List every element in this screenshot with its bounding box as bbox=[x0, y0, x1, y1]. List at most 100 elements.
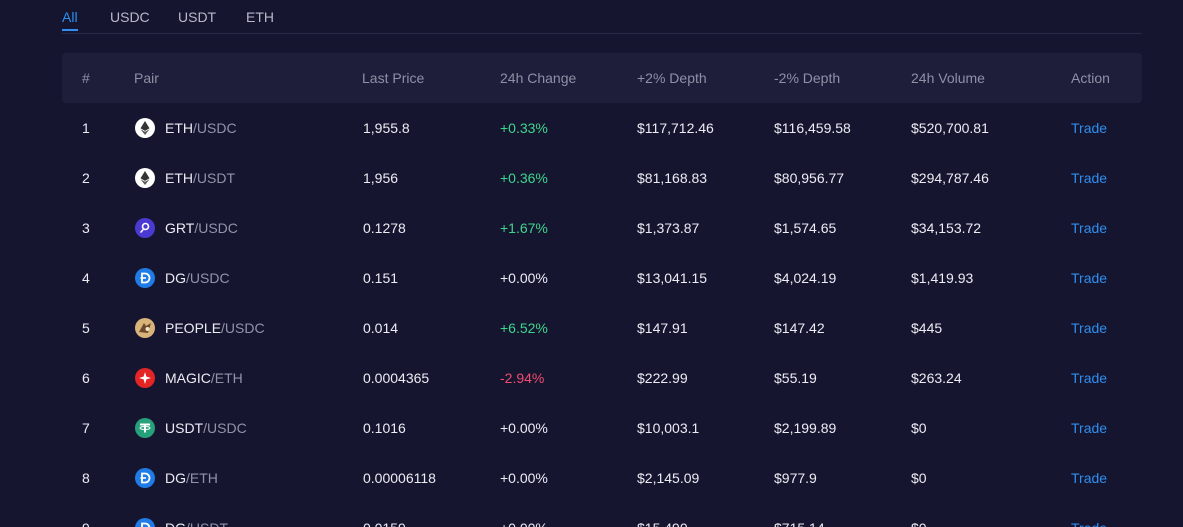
row-plus-2-depth: $15,490 bbox=[637, 503, 688, 527]
table-row: 3 GRT/USDC 0.1278 +1.67% $1,373.87 $1,574.65 $… bbox=[0, 203, 1183, 253]
row-index: 9 bbox=[82, 503, 90, 527]
row-plus-2-depth: $147.91 bbox=[637, 320, 688, 336]
trade-link[interactable]: Trade bbox=[1071, 170, 1108, 186]
row-index: 3 bbox=[82, 220, 90, 236]
row-plus-2-depth: $2,145.09 bbox=[637, 470, 700, 486]
row-index: 2 bbox=[82, 170, 90, 186]
row-pair[interactable]: GRT/USDC bbox=[135, 203, 238, 253]
pair-quote: /USDC bbox=[221, 320, 265, 336]
row-minus-2-depth: $116,459.58 bbox=[774, 120, 851, 136]
row-24h-change: +0.00% bbox=[500, 270, 548, 286]
trade-link[interactable]: Trade bbox=[1071, 470, 1108, 486]
pair-base: DG bbox=[165, 503, 186, 527]
row-plus-2-depth: $10,003.1 bbox=[637, 420, 700, 436]
row-24h-volume: $263.24 bbox=[911, 370, 962, 386]
pair-base: GRT bbox=[165, 220, 195, 236]
row-pair[interactable]: USDT/USDC bbox=[135, 403, 247, 453]
row-24h-volume: $34,153.72 bbox=[911, 220, 982, 236]
trade-link[interactable]: Trade bbox=[1071, 270, 1108, 286]
trade-link[interactable]: Trade bbox=[1071, 420, 1108, 436]
row-24h-change: -2.94% bbox=[500, 370, 545, 386]
usdt-icon bbox=[135, 418, 155, 438]
row-24h-change: +1.67% bbox=[500, 220, 548, 236]
tab-eth[interactable]: ETH bbox=[246, 9, 274, 25]
row-last-price: 0.0159 bbox=[363, 503, 406, 527]
trade-link[interactable]: Trade bbox=[1071, 120, 1108, 136]
row-index: 7 bbox=[82, 420, 90, 436]
row-index: 4 bbox=[82, 270, 90, 286]
row-24h-change: +0.36% bbox=[500, 170, 548, 186]
row-24h-change: +0.33% bbox=[500, 120, 548, 136]
table-row: 8 DG/ETH 0.00006118 +0.00% $2,145.09 $977.9 $0… bbox=[0, 453, 1183, 503]
table-row: 5 PEOPLE/USDC 0.014 +6.52% $147.91 $147.42 $44… bbox=[0, 303, 1183, 353]
tab-usdc[interactable]: USDC bbox=[110, 9, 150, 25]
tab-usdt[interactable]: USDT bbox=[178, 9, 217, 25]
trade-link[interactable]: Trade bbox=[1071, 503, 1107, 527]
table-header: # Pair Last Price 24h Change +2% Depth -… bbox=[62, 53, 1142, 103]
table-row: 4 DG/USDC 0.151 +0.00% $13,041.15 $4,024.19 $1… bbox=[0, 253, 1183, 303]
row-pair[interactable]: DG/USDC bbox=[135, 253, 230, 303]
pair-quote: /USDC bbox=[193, 120, 237, 136]
pair-base: USDT bbox=[165, 420, 204, 436]
tab-all[interactable]: All bbox=[62, 8, 78, 31]
row-last-price: 0.1278 bbox=[363, 220, 406, 236]
row-24h-volume: $294,787.46 bbox=[911, 170, 989, 186]
row-minus-2-depth: $80,956.77 bbox=[774, 170, 845, 186]
row-pair[interactable]: ETH/USDT bbox=[135, 153, 235, 203]
table-row: 7 USDT/USDC 0.1016 +0.00% $10,003.1 $2,199.89… bbox=[0, 403, 1183, 453]
pair-quote: /ETH bbox=[210, 370, 243, 386]
market-filter-tabs: All USDC USDT ETH bbox=[62, 0, 1142, 34]
pair-quote: /ETH bbox=[186, 470, 218, 486]
row-index: 5 bbox=[82, 320, 90, 336]
row-last-price: 0.014 bbox=[363, 320, 399, 336]
pair-quote: /USDC bbox=[186, 270, 230, 286]
row-minus-2-depth: $2,199.89 bbox=[774, 420, 837, 436]
pair-quote: /USDC bbox=[194, 220, 238, 236]
eth-icon bbox=[135, 168, 155, 188]
row-24h-volume: $0 bbox=[911, 503, 927, 527]
row-minus-2-depth: $715.14 bbox=[774, 503, 825, 527]
row-minus-2-depth: $55.19 bbox=[774, 370, 817, 386]
row-pair[interactable]: ETH/USDC bbox=[135, 103, 237, 153]
table-row: 6 MAGIC/ETH 0.0004365 -2.94% $222.99 $55.19 $2… bbox=[0, 353, 1183, 403]
people-icon bbox=[135, 318, 155, 338]
row-24h-volume: $1,419.93 bbox=[911, 270, 974, 286]
row-plus-2-depth: $222.99 bbox=[637, 370, 688, 386]
table-row: 1 ETH/USDC 1,955.8 +0.33% $117,712.46 $116,45… bbox=[0, 103, 1183, 153]
header-plus-2-depth: +2% Depth bbox=[637, 70, 707, 86]
row-pair[interactable]: PEOPLE/USDC bbox=[135, 303, 265, 353]
trade-link[interactable]: Trade bbox=[1071, 220, 1108, 236]
row-24h-volume: $520,700.81 bbox=[911, 120, 989, 136]
row-last-price: 1,955.8 bbox=[363, 120, 410, 136]
trade-link[interactable]: Trade bbox=[1071, 370, 1108, 386]
row-plus-2-depth: $81,168.83 bbox=[637, 170, 708, 186]
row-last-price: 0.1016 bbox=[363, 420, 406, 436]
pair-base: ETH bbox=[165, 170, 193, 186]
table-row: 9 DG/USDT 0.0159 +0.00% $15,490 $715.14 $0 Trad… bbox=[0, 503, 1183, 527]
row-24h-volume: $0 bbox=[911, 470, 927, 486]
row-24h-change: +0.00% bbox=[500, 503, 548, 527]
row-pair[interactable]: MAGIC/ETH bbox=[135, 353, 243, 403]
header-action: Action bbox=[1071, 70, 1110, 86]
dg-icon bbox=[135, 468, 155, 488]
row-pair[interactable]: DG/USDT bbox=[135, 503, 228, 527]
magic-icon bbox=[135, 368, 155, 388]
row-plus-2-depth: $13,041.15 bbox=[637, 270, 708, 286]
pair-base: DG bbox=[165, 270, 186, 286]
header-last-price: Last Price bbox=[362, 70, 425, 86]
table-row: 2 ETH/USDT 1,956 +0.36% $81,168.83 $80,956.77… bbox=[0, 153, 1183, 203]
row-last-price: 0.151 bbox=[363, 270, 399, 286]
dg-icon bbox=[135, 268, 155, 288]
row-last-price: 1,956 bbox=[363, 170, 399, 186]
trade-link[interactable]: Trade bbox=[1071, 320, 1108, 336]
row-24h-change: +0.00% bbox=[500, 420, 548, 436]
pair-quote: /USDT bbox=[186, 503, 228, 527]
grt-icon bbox=[135, 218, 155, 238]
row-last-price: 0.0004365 bbox=[363, 370, 430, 386]
header-24h-change: 24h Change bbox=[500, 70, 577, 86]
row-plus-2-depth: $1,373.87 bbox=[637, 220, 700, 236]
pair-base: ETH bbox=[165, 120, 193, 136]
row-last-price: 0.00006118 bbox=[363, 470, 436, 486]
row-pair[interactable]: DG/ETH bbox=[135, 453, 218, 503]
